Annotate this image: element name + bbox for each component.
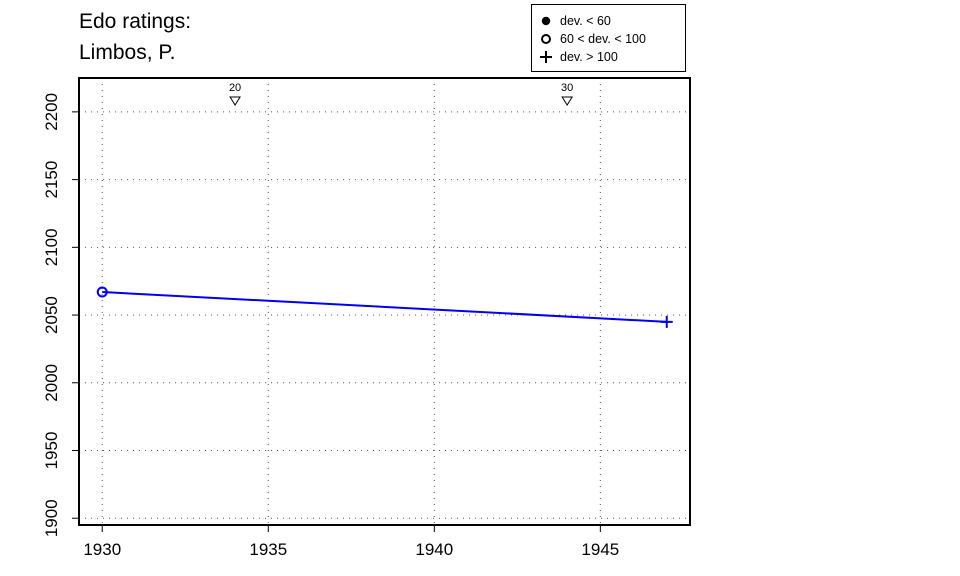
data-point-open-circle: [96, 286, 108, 298]
x-tick-label: 1945: [581, 540, 619, 559]
age-marker-label: 20: [229, 82, 241, 94]
legend-label: 60 < dev. < 100: [560, 32, 646, 46]
legend-item-under-60: dev. < 60: [532, 12, 685, 30]
x-tick-label: 1935: [249, 540, 287, 559]
y-tick-label: 2200: [42, 93, 61, 131]
chart-title-line-1: Edo ratings:: [79, 10, 192, 33]
y-tick-label: 2000: [42, 364, 61, 402]
x-tick-label: 1940: [415, 540, 453, 559]
age-marker-label: 30: [561, 82, 573, 94]
legend-label: dev. > 100: [560, 50, 618, 64]
open-circle-icon: [541, 34, 551, 44]
x-tick-label: 1930: [83, 540, 121, 559]
legend-label: dev. < 60: [560, 14, 611, 28]
legend-item-60-to-100: 60 < dev. < 100: [532, 30, 685, 48]
rating-line: [102, 291, 667, 323]
y-tick-label: 1900: [42, 499, 61, 537]
y-tick-label: 1950: [42, 432, 61, 470]
age-marker-triangle-icon: [229, 96, 241, 106]
y-tick-label: 2050: [42, 296, 61, 334]
plot-frame: [78, 77, 691, 526]
legend-item-over-100: dev. > 100: [532, 48, 685, 66]
chart-title-line-2: Limbos, P.: [79, 41, 176, 64]
y-tick-label: 2100: [42, 228, 61, 266]
filled-circle-icon: [541, 16, 551, 26]
y-tick-label: 2150: [42, 161, 61, 199]
legend: dev. < 60 60 < dev. < 100 dev. > 100: [531, 4, 686, 72]
plus-icon: [540, 51, 552, 63]
age-marker-triangle-icon: [561, 96, 574, 106]
data-point-plus: [660, 315, 673, 328]
